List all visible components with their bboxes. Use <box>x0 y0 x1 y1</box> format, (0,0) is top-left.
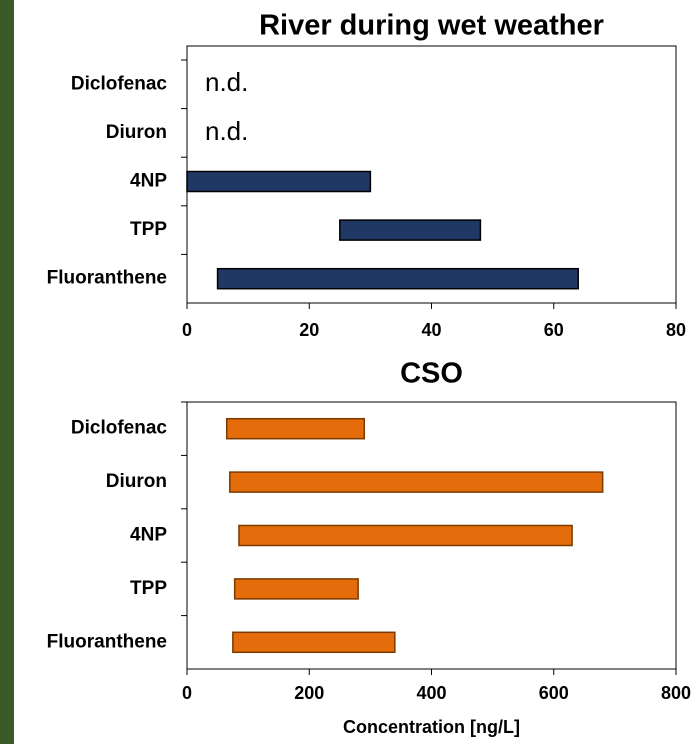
bar <box>230 472 603 492</box>
y-tick-label: Diuron <box>106 471 167 492</box>
y-tick-label: Diclofenac <box>71 73 168 94</box>
chart: River during wet weather 0 20 40 60 80 Diclofe… <box>0 0 697 744</box>
bar <box>340 220 481 240</box>
x-tick-label: 80 <box>666 320 686 340</box>
x-tick-label: 0 <box>182 683 192 703</box>
chart-title: River during wet weather <box>259 10 604 42</box>
bar <box>239 526 572 546</box>
x-tick-label: 40 <box>421 320 441 340</box>
value-label: n.d. <box>205 67 248 97</box>
y-tick-label: 4NP <box>130 171 167 192</box>
value-label: n.d. <box>205 116 248 146</box>
y-tick-label: TPP <box>130 578 167 599</box>
y-tick-label: Fluoranthene <box>47 631 167 652</box>
bar <box>227 419 365 439</box>
x-tick-label: 60 <box>544 320 564 340</box>
x-tick-label: 600 <box>539 683 569 703</box>
x-axis-label: Concentration [ng/L] <box>343 717 520 737</box>
background-foliage <box>0 0 14 744</box>
bar <box>235 579 358 599</box>
y-tick-label: 4NP <box>130 525 167 546</box>
chart-title: CSO <box>400 358 463 390</box>
x-tick-label: 0 <box>182 320 192 340</box>
bar <box>233 632 395 652</box>
x-tick-label: 20 <box>299 320 319 340</box>
bar <box>218 269 579 289</box>
x-tick-label: 400 <box>416 683 446 703</box>
x-tick-label: 200 <box>294 683 324 703</box>
y-tick-label: TPP <box>130 219 167 240</box>
y-tick-label: Diclofenac <box>71 418 168 439</box>
y-tick-label: Fluoranthene <box>47 268 167 289</box>
bar <box>187 172 370 192</box>
x-tick-label: 800 <box>661 683 691 703</box>
y-tick-label: Diuron <box>106 122 167 143</box>
